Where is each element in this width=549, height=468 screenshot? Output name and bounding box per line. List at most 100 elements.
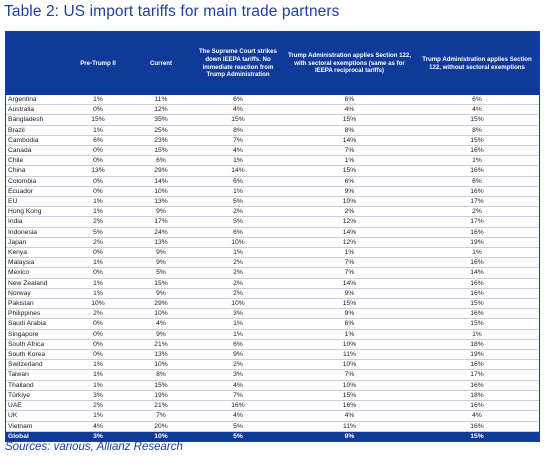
- tariff-cell: 5%: [66, 227, 130, 238]
- tariff-cell: 1%: [66, 359, 130, 371]
- tariff-cell: 9%: [284, 288, 415, 300]
- country-cell: Singapore: [6, 329, 66, 340]
- country-cell: Ecuador: [6, 186, 66, 198]
- total-cell: 15%: [415, 431, 539, 441]
- table-body: Argentina 1% 11% 6% 6% 6% Australia 0% 12% 4% 4% 4%…: [6, 95, 539, 441]
- tariff-cell: 15%: [192, 114, 284, 126]
- country-cell: Pakistan: [6, 298, 66, 310]
- tariff-cell: 15%: [415, 135, 539, 147]
- tariff-cell: 12%: [284, 216, 415, 228]
- total-cell: 3%: [66, 431, 130, 441]
- country-cell: South Korea: [6, 349, 66, 361]
- table-row: Indonesia 5% 24% 6% 14% 16%: [6, 227, 539, 238]
- total-cell: 10%: [130, 431, 192, 441]
- tariff-cell: 2%: [192, 267, 284, 279]
- tariff-cell: 35%: [130, 114, 192, 126]
- tariff-cell: 17%: [415, 196, 539, 208]
- tariff-cell: 2%: [192, 206, 284, 218]
- tariff-cell: 3%: [192, 369, 284, 381]
- country-cell: Australia: [6, 104, 66, 116]
- tariff-cell: 2%: [66, 237, 130, 249]
- tariff-cell: 1%: [66, 410, 130, 422]
- table-row: Australia 0% 12% 4% 4% 4%: [6, 104, 539, 116]
- header-supreme-court: The Supreme Court strikes down IEEPA tar…: [192, 32, 284, 95]
- tariff-cell: 1%: [66, 125, 130, 136]
- tariff-cell: 15%: [130, 145, 192, 157]
- tariff-cell: 1%: [415, 247, 539, 259]
- table-row: Taiwan 1% 8% 3% 7% 17%: [6, 369, 539, 381]
- tariff-cell: 18%: [415, 339, 539, 351]
- tariff-cell: 8%: [415, 125, 539, 136]
- tariff-cell: 9%: [284, 186, 415, 198]
- tariff-cell: 13%: [130, 349, 192, 361]
- tariff-cell: 10%: [284, 196, 415, 208]
- country-cell: Bangladesh: [6, 114, 66, 126]
- tariff-cell: 2%: [66, 400, 130, 412]
- table-header-row: Pre-Trump II Current The Supreme Court s…: [6, 32, 539, 95]
- tariff-cell: 8%: [192, 125, 284, 136]
- tariff-cell: 15%: [284, 390, 415, 402]
- tariff-cell: 1%: [66, 369, 130, 381]
- tariff-cell: 10%: [284, 380, 415, 391]
- tariff-cell: 10%: [66, 298, 130, 310]
- tariff-cell: 0%: [66, 176, 130, 187]
- tariff-cell: 10%: [284, 359, 415, 371]
- table-row: Pakistan 10% 29% 10% 15% 15%: [6, 298, 539, 310]
- tariff-cell: 4%: [192, 104, 284, 116]
- tariff-cell: 2%: [192, 278, 284, 289]
- tariff-cell: 1%: [284, 155, 415, 167]
- tariff-cell: 1%: [284, 329, 415, 340]
- tariff-cell: 16%: [415, 257, 539, 269]
- tariff-cell: 9%: [130, 206, 192, 218]
- tariff-cell: 14%: [284, 278, 415, 289]
- header-country: [6, 32, 66, 95]
- table-row: China 13% 29% 14% 15% 16%: [6, 165, 539, 177]
- tariff-cell: 16%: [415, 359, 539, 371]
- tariff-cell: 2%: [66, 308, 130, 320]
- tariff-cell: 20%: [130, 421, 192, 432]
- country-cell: Kenya: [6, 247, 66, 259]
- tariff-cell: 4%: [192, 410, 284, 422]
- tariff-cell: 29%: [130, 165, 192, 177]
- tariff-cell: 5%: [192, 196, 284, 208]
- total-cell: 9%: [284, 431, 415, 441]
- tariff-cell: 10%: [130, 186, 192, 198]
- tariff-cell: 13%: [130, 196, 192, 208]
- tariff-cell: 7%: [284, 257, 415, 269]
- tariff-cell: 3%: [66, 390, 130, 402]
- tariff-cell: 6%: [192, 339, 284, 351]
- table-row: Switzerland 1% 10% 2% 10% 16%: [6, 359, 539, 371]
- tariff-cell: 8%: [284, 125, 415, 136]
- tariff-cell: 12%: [284, 237, 415, 249]
- tariff-cell: 16%: [415, 186, 539, 198]
- tariff-cell: 19%: [415, 237, 539, 249]
- country-cell: India: [6, 216, 66, 228]
- tariff-cell: 18%: [415, 390, 539, 402]
- tariff-cell: 1%: [66, 380, 130, 391]
- tariff-cell: 1%: [66, 278, 130, 289]
- table-row: South Africa 0% 21% 6% 10% 18%: [6, 339, 539, 351]
- tariff-cell: 14%: [284, 135, 415, 147]
- tariff-cell: 4%: [284, 410, 415, 422]
- country-cell: Hong Kong: [6, 206, 66, 218]
- country-cell: UK: [6, 410, 66, 422]
- tariff-cell: 14%: [192, 165, 284, 177]
- tariff-cell: 16%: [415, 145, 539, 157]
- tariff-cell: 10%: [130, 359, 192, 371]
- tariff-cell: 0%: [66, 339, 130, 351]
- country-cell: Malaysia: [6, 257, 66, 269]
- country-cell: Indonesia: [6, 227, 66, 238]
- total-cell: 5%: [192, 431, 284, 441]
- country-cell: Japan: [6, 237, 66, 249]
- tariff-cell: 29%: [130, 298, 192, 310]
- tariff-cell: 8%: [130, 369, 192, 381]
- table-row: Türkiye 3% 19% 7% 15% 18%: [6, 390, 539, 402]
- tariff-cell: 23%: [130, 135, 192, 147]
- tariff-cell: 2%: [192, 288, 284, 300]
- tariff-cell: 16%: [415, 421, 539, 432]
- tariff-cell: 16%: [415, 380, 539, 391]
- tariff-cell: 1%: [66, 288, 130, 300]
- tariff-cell: 9%: [130, 329, 192, 340]
- table-row-total: Global 3% 10% 5% 9% 15%: [6, 431, 539, 441]
- tariff-cell: 4%: [284, 104, 415, 116]
